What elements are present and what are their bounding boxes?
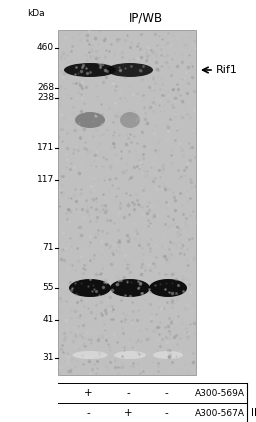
Ellipse shape	[114, 351, 146, 359]
Ellipse shape	[64, 63, 116, 77]
Text: 268: 268	[37, 84, 54, 92]
Text: -: -	[126, 388, 130, 398]
Text: -: -	[164, 388, 168, 398]
Text: 55: 55	[42, 284, 54, 292]
Text: Rif1: Rif1	[216, 65, 238, 75]
Text: IP: IP	[251, 408, 256, 418]
Text: 41: 41	[43, 316, 54, 325]
Text: -: -	[86, 408, 90, 418]
Text: 117: 117	[37, 176, 54, 184]
Text: A300-569A: A300-569A	[195, 389, 245, 398]
Ellipse shape	[107, 63, 153, 77]
Text: 460: 460	[37, 43, 54, 52]
Text: +: +	[124, 408, 132, 418]
Ellipse shape	[110, 279, 150, 297]
Text: 238: 238	[37, 94, 54, 103]
Ellipse shape	[120, 112, 140, 128]
Ellipse shape	[153, 351, 183, 359]
Text: 71: 71	[42, 243, 54, 252]
Text: kDa: kDa	[27, 10, 45, 19]
Text: 171: 171	[37, 143, 54, 152]
Ellipse shape	[69, 279, 111, 297]
Ellipse shape	[72, 351, 108, 359]
Text: A300-567A: A300-567A	[195, 408, 245, 417]
Text: 31: 31	[42, 354, 54, 362]
Bar	[58, 30, 196, 375]
Text: IP/WB: IP/WB	[129, 11, 163, 24]
Ellipse shape	[149, 279, 187, 297]
Text: +: +	[84, 388, 92, 398]
Text: -: -	[164, 408, 168, 418]
Ellipse shape	[75, 112, 105, 128]
